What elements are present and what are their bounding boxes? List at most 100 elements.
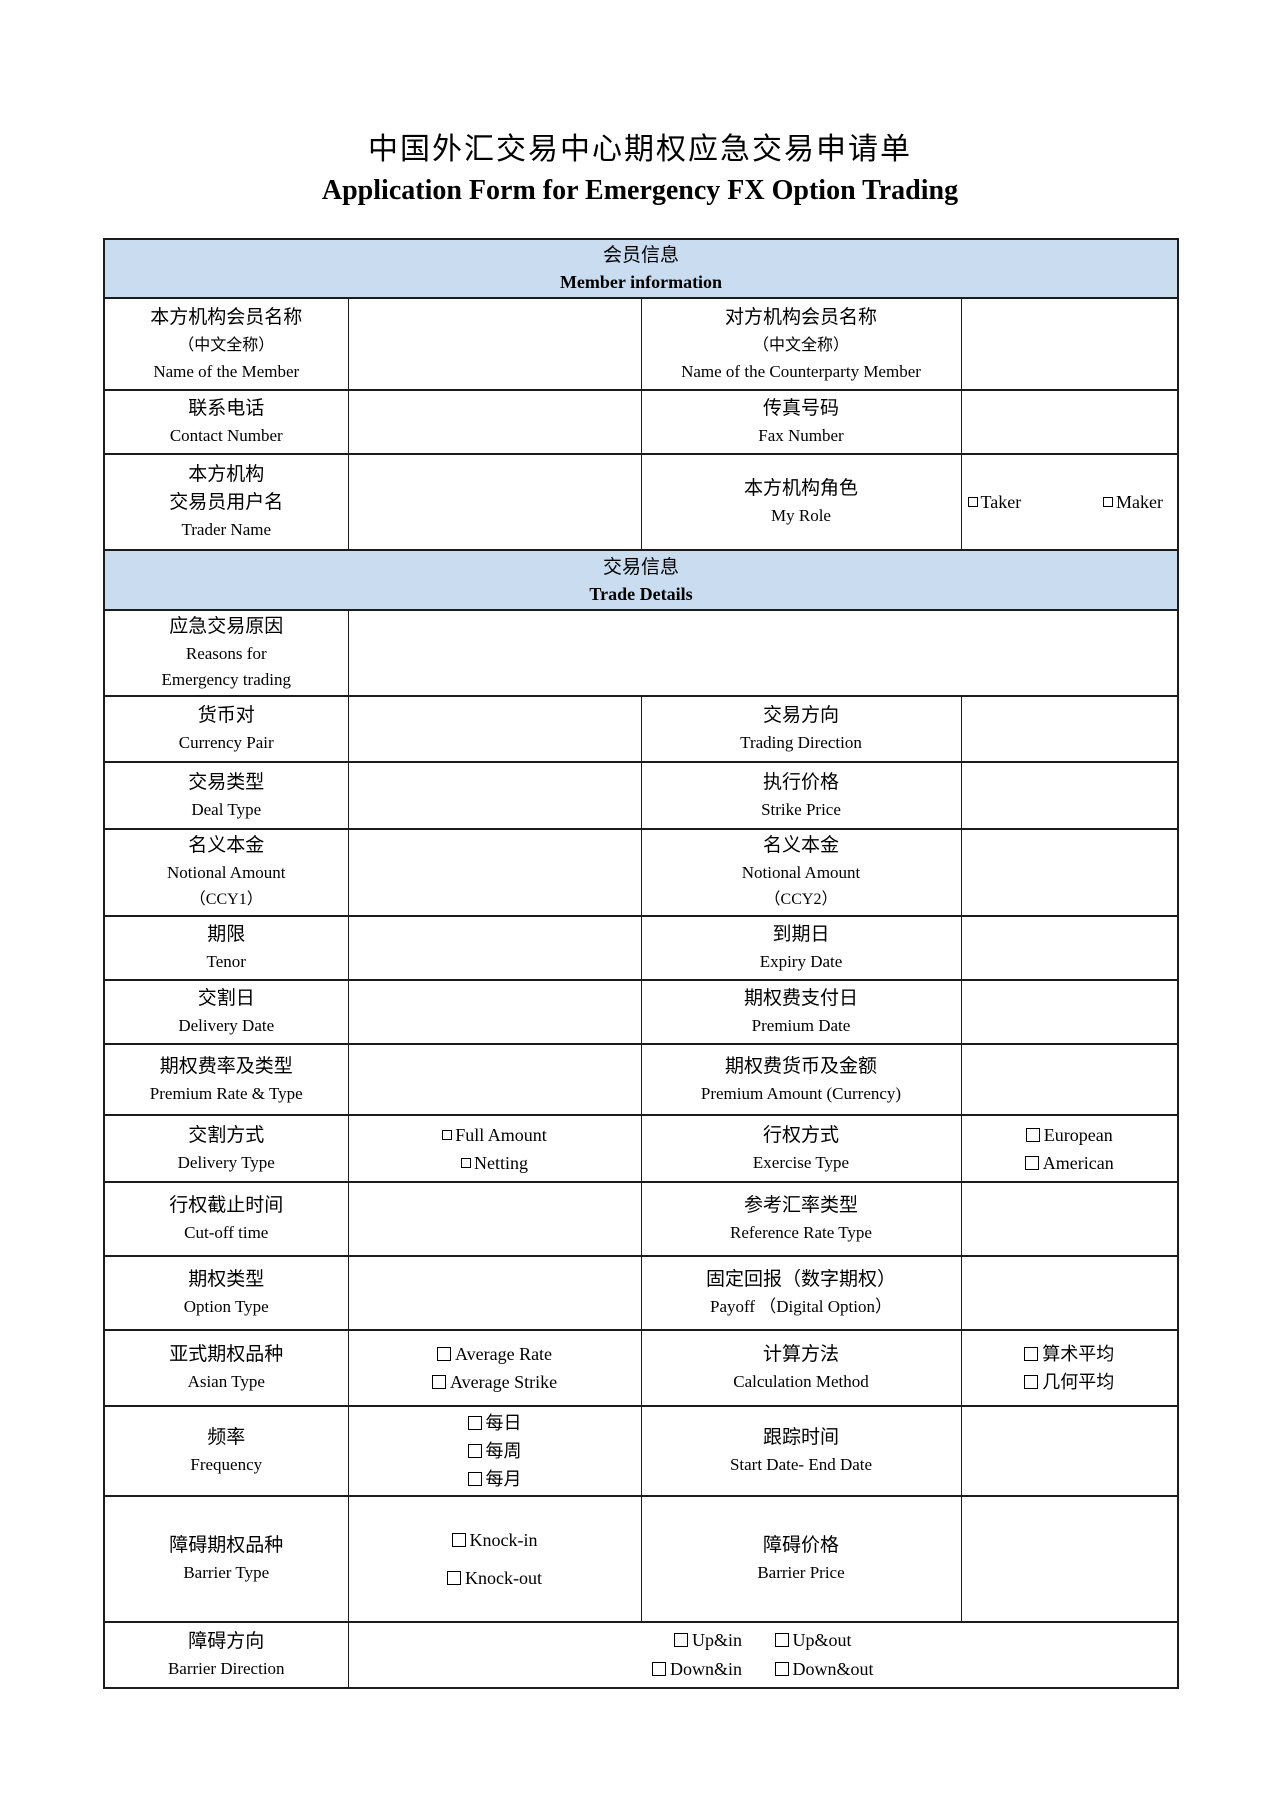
payoff-input[interactable] — [960, 1255, 1179, 1331]
option-up-out[interactable]: Up&out — [774, 1626, 852, 1654]
currency-pair-input[interactable] — [347, 695, 642, 763]
cutoff-time-input[interactable] — [347, 1181, 642, 1257]
emergency-reasons-input[interactable] — [347, 609, 1179, 697]
label-zh: 行权方式 — [762, 1124, 839, 1146]
label-zh: 交割日 — [197, 988, 255, 1009]
contact-number-label: 联系电话 Contact Number — [103, 389, 349, 455]
expiry-date-input[interactable] — [960, 915, 1179, 981]
option-american[interactable]: American — [966, 1149, 1174, 1177]
option-knock-out[interactable]: Knock-out — [353, 1564, 637, 1592]
contact-number-input[interactable] — [347, 389, 642, 455]
my-role-options: Taker Maker — [960, 453, 1179, 551]
label-en: Strike Price — [761, 799, 841, 819]
label-en: Trader Name — [181, 520, 272, 539]
option-monthly[interactable]: 每月 — [353, 1465, 637, 1493]
label-en: Barrier Type — [183, 1563, 270, 1582]
option-label: 几何平均 — [1042, 1372, 1115, 1392]
option-taker[interactable]: Taker — [967, 488, 1021, 516]
delivery-date-label: 交割日 Delivery Date — [103, 979, 349, 1045]
label-zh: 固定回报（数字期权） — [705, 1269, 896, 1290]
label-en: Contact Number — [169, 426, 283, 445]
option-full-amount[interactable]: Full Amount — [353, 1121, 637, 1149]
table-row: 本方机构 交易员用户名 Trader Name 本方机构角色 My Role T… — [103, 453, 1179, 551]
option-average-rate[interactable]: Average Rate — [353, 1340, 637, 1368]
deal-type-label: 交易类型 Deal Type — [103, 761, 349, 830]
barrier-price-input[interactable] — [960, 1495, 1179, 1623]
member-name-input[interactable] — [347, 297, 642, 391]
exercise-type-options: European American — [960, 1114, 1179, 1183]
option-label: Maker — [1116, 492, 1164, 512]
label-zh: 交割方式 — [188, 1124, 265, 1146]
label-zh: 期限 — [207, 924, 246, 945]
option-type-input[interactable] — [347, 1255, 642, 1331]
strike-price-input[interactable] — [960, 761, 1179, 830]
notional-ccy2-input[interactable] — [960, 828, 1179, 917]
table-row: 期权费率及类型 Premium Rate & Type 期权费货币及金额 Pre… — [103, 1043, 1179, 1116]
option-label: Knock-in — [469, 1530, 538, 1550]
checkbox-icon — [774, 1633, 789, 1647]
form-title-zh: 中国外汇交易中心期权应急交易申请单 — [368, 133, 912, 166]
label-zh: 本方机构角色 — [743, 478, 858, 499]
trading-direction-label: 交易方向 Trading Direction — [640, 695, 962, 763]
trading-direction-input[interactable] — [960, 695, 1179, 763]
premium-amount-input[interactable] — [960, 1043, 1179, 1116]
deal-type-input[interactable] — [347, 761, 642, 830]
notional-ccy2-label: 名义本金 Notional Amount （CCY2） — [640, 828, 962, 917]
trader-name-input[interactable] — [347, 453, 642, 551]
option-type-label: 期权类型 Option Type — [103, 1255, 349, 1331]
label-en: Premium Rate & Type — [149, 1083, 303, 1103]
label-zh: 交易方向 — [762, 705, 839, 726]
option-average-strike[interactable]: Average Strike — [353, 1368, 637, 1396]
label-zh: 执行价格 — [762, 771, 839, 793]
tracking-period-input[interactable] — [960, 1405, 1179, 1497]
option-maker[interactable]: Maker — [1103, 488, 1163, 516]
option-label: Up&in — [691, 1630, 742, 1650]
option-weekly[interactable]: 每周 — [353, 1437, 637, 1465]
reference-rate-type-input[interactable] — [960, 1181, 1179, 1257]
label-sub: （CCY1） — [189, 891, 263, 908]
checkbox-icon — [673, 1633, 688, 1647]
label-en: Premium Date — [751, 1016, 851, 1035]
label-zh-sub: （中文全称） — [178, 336, 275, 354]
table-row: 行权截止时间 Cut-off time 参考汇率类型 Reference Rat… — [103, 1181, 1179, 1257]
option-label: Knock-out — [465, 1568, 542, 1588]
cutoff-time-label: 行权截止时间 Cut-off time — [103, 1181, 349, 1257]
label-en: Exercise Type — [752, 1152, 850, 1172]
label-zh: 联系电话 — [188, 398, 265, 419]
tenor-label: 期限 Tenor — [103, 915, 349, 981]
option-label: 算术平均 — [1042, 1344, 1115, 1364]
label-zh: 跟踪时间 — [762, 1427, 839, 1448]
label-en: Reference Rate Type — [730, 1223, 872, 1242]
option-down-in[interactable]: Down&in — [652, 1655, 742, 1683]
application-form-table: 会员信息 Member information 本方机构会员名称 （中文全称） … — [103, 238, 1180, 1689]
counterparty-name-input[interactable] — [960, 297, 1179, 391]
currency-pair-label: 货币对 Currency Pair — [103, 695, 349, 763]
table-row: 频率 Frequency 每日 每周 每月 跟踪时间 Start Date- E… — [103, 1405, 1179, 1497]
delivery-date-input[interactable] — [347, 979, 642, 1045]
option-netting[interactable]: Netting — [353, 1149, 637, 1177]
notional-ccy1-input[interactable] — [347, 828, 642, 917]
payoff-label: 固定回报（数字期权） Payoff （Digital Option） — [640, 1255, 962, 1331]
option-european[interactable]: European — [966, 1121, 1174, 1149]
label-zh: 障碍方向 — [188, 1631, 265, 1652]
premium-rate-type-input[interactable] — [347, 1043, 642, 1116]
strike-price-label: 执行价格 Strike Price — [640, 761, 962, 830]
tenor-input[interactable] — [347, 915, 642, 981]
label-zh: 频率 — [207, 1427, 246, 1448]
option-up-in[interactable]: Up&in — [673, 1626, 742, 1654]
fax-number-input[interactable] — [960, 389, 1179, 455]
option-knock-in[interactable]: Knock-in — [353, 1526, 637, 1554]
option-geometric-mean[interactable]: 几何平均 — [966, 1368, 1174, 1396]
option-down-out[interactable]: Down&out — [774, 1655, 874, 1683]
table-row: 期权类型 Option Type 固定回报（数字期权） Payoff （Digi… — [103, 1255, 1179, 1331]
checkbox-icon — [1024, 1375, 1039, 1389]
option-daily[interactable]: 每日 — [353, 1409, 637, 1437]
option-label: Average Rate — [454, 1344, 553, 1364]
option-arithmetic-mean[interactable]: 算术平均 — [966, 1340, 1174, 1368]
label-en: Payoff （Digital Option） — [710, 1297, 892, 1316]
label-en: Frequency — [190, 1455, 263, 1474]
label-en: Barrier Direction — [167, 1659, 285, 1678]
checkbox-icon — [967, 497, 978, 507]
premium-date-input[interactable] — [960, 979, 1179, 1045]
table-row: 期限 Tenor 到期日 Expiry Date — [103, 915, 1179, 981]
